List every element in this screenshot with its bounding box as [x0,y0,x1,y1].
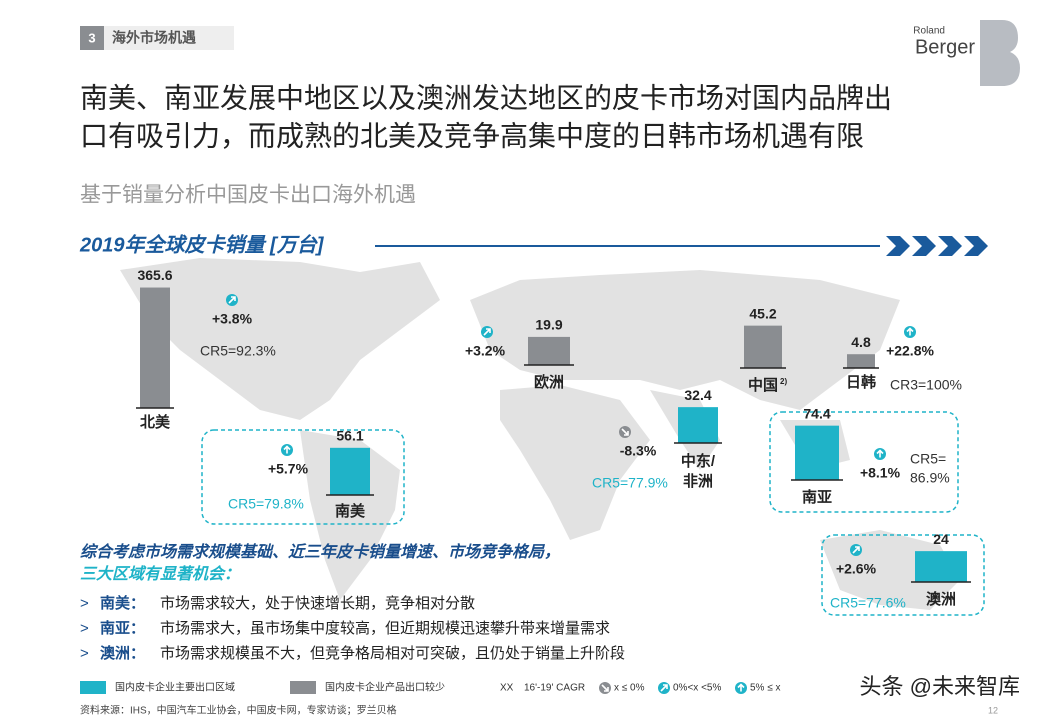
region-name: 非洲 [683,472,713,490]
bullet-marker: > [80,620,89,637]
region-name: 中国 [748,376,778,394]
cagr-arrow [737,683,745,692]
bullet-region: 南亚： [100,619,145,637]
watermark: 头条 @未来智库 [860,674,1020,699]
cagr-arrow [483,328,491,336]
highlight-box [769,411,959,513]
bar [915,551,967,582]
section-number: 3 [88,30,95,45]
region-name: 南美 [335,502,366,520]
value-label: 4.8 [851,334,871,350]
source: 资料来源：IHS，中国汽车工业协会，中国皮卡网，专家访谈；罗兰贝格 [80,704,397,717]
bar [528,336,570,365]
logo-small: Roland [913,26,945,37]
highlight-box [821,534,985,616]
bar [330,447,370,495]
bullet-region: 澳洲： [100,644,145,662]
chevrons [886,236,988,256]
legend-swatch [290,681,316,694]
section-title: 海外市场机遇 [112,30,196,46]
value-label: 32.4 [684,387,711,403]
legend-label: 国内皮卡企业主要出口区域 [115,681,235,694]
conclusion-heading: 综合考虑市场需求规模基础、近三年皮卡销量增速、市场竞争格局， [80,543,560,561]
value-label: 19.9 [535,317,562,333]
cagr-arrow [283,445,291,454]
region-name: 北美 [140,413,171,431]
region-name: 欧洲 [534,373,564,391]
cagr-value: +3.2% [465,343,506,359]
legend-swatch [80,681,106,694]
value-label: 24 [933,531,949,547]
bar [678,407,718,443]
value-label: 365.6 [137,267,172,283]
highlight-box [201,429,405,525]
bullet-region: 南美： [100,594,145,612]
bar [744,325,782,368]
bullet-marker: > [80,645,89,662]
section-bar [104,26,234,50]
cr-label: CR5= [910,451,946,467]
legend-xx: XX [500,683,514,694]
logo: Berger [915,36,975,58]
legend-label: 国内皮卡企业产品出口较少 [325,681,445,694]
region-name: 中东/ [681,452,716,470]
region-name: 南亚 [802,488,832,506]
cagr-value: +5.7% [268,461,309,477]
bullet-text: 市场需求规模虽不大，但竞争格局相对可突破，且仍处于销量上升阶段 [160,644,625,662]
cr-label: CR5=77.6% [830,595,906,611]
cr-label: CR5=77.9% [592,475,668,491]
legend-label: x ≤ 0% [614,683,645,694]
chart-title: 2019年全球皮卡销量 [万台] [79,233,325,256]
title-line: 口有吸引力，而成熟的北美及竞争高集中度的日韩市场机遇有限 [80,120,864,151]
cr-label: CR3=100% [890,377,962,393]
cagr-value: +2.6% [836,561,877,577]
cr-label: 86.9% [910,470,950,486]
legend-cagr: 16'-19' CAGR [524,683,585,694]
title-line: 南美、南亚发展中地区以及澳洲发达地区的皮卡市场对国内品牌出 [80,82,892,113]
cagr-arrow [906,327,914,336]
legend-label: 5% ≤ x [750,683,781,694]
cagr-arrow [621,428,629,436]
logo-mark [980,20,1020,86]
cagr-arrow [852,546,860,554]
cagr-arrow [660,684,668,692]
cagr-value: +22.8% [886,343,934,359]
value-label: 45.2 [749,305,776,321]
bar [140,287,170,408]
section-badge [80,26,104,50]
bullet-marker: > [80,595,89,612]
bar [847,354,875,368]
world-map [120,258,960,610]
page-number: 12 [988,705,998,715]
legend-label: 0%<x <5% [673,683,721,694]
bullet-text: 市场需求大，虽市场集中度较高，但近期规模迅速攀升带来增量需求 [160,619,610,637]
cagr-arrow [228,296,236,304]
cr-label: CR5=79.8% [228,496,304,512]
footnote: 2) [780,377,787,386]
bullet-text: 市场需求较大，处于快速增长期，竞争相对分散 [160,594,475,612]
cagr-value: +8.1% [860,465,901,481]
cagr-arrow [601,684,609,692]
cagr-value: -8.3% [620,443,657,459]
bar [795,425,839,480]
value-label: 74.4 [803,405,830,421]
region-name: 日韩 [846,373,876,391]
cagr-value: +3.8% [212,311,253,327]
cagr-arrow [876,449,884,458]
subtitle: 基于销量分析中国皮卡出口海外机遇 [80,184,416,207]
conclusion-heading: 三大区域有显著机会： [80,565,240,583]
value-label: 56.1 [336,428,363,444]
cr-label: CR5=92.3% [200,343,276,359]
region-name: 澳洲 [926,590,956,608]
